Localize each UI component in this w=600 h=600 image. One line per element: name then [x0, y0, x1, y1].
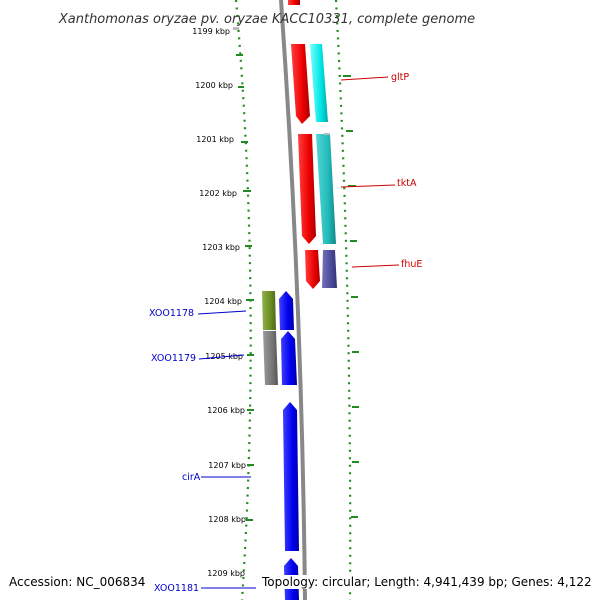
gene-label-fhuE[interactable]: fhuE — [401, 259, 422, 270]
gene-label-tktA[interactable]: tktA — [397, 178, 417, 189]
gene-label-gltP[interactable]: gltP — [391, 72, 409, 83]
cds-feature-gltP — [291, 44, 310, 124]
kbp-tick-label: 1200 kbp — [195, 81, 233, 90]
label-line-fhuE — [351, 264, 400, 268]
cds-feature-XOO1178 — [279, 291, 294, 330]
label-line-XOO1178 — [197, 310, 247, 315]
cds-feature-top — [288, 0, 300, 5]
kbp-tick-label: 1207 kbp — [208, 461, 246, 470]
kbp-tick-label: 1203 kbp — [202, 243, 240, 252]
gene-label-XOO1178[interactable]: XOO1178 — [149, 308, 194, 319]
cds-feature-tktA — [298, 134, 316, 244]
kbp-tick-labels: 1199 kbp 1200 kbp 1201 kbp 1202 kbp 1203 kbp… — [192, 27, 246, 578]
forward-cds-group — [288, 0, 337, 289]
genome-backbone — [279, 0, 307, 600]
feature-XOO1179-gray — [263, 331, 278, 385]
gene-labels-left: XOO1178 XOO1179 cirA XOO1181 — [149, 308, 256, 594]
cds-feature-cirA — [283, 402, 299, 551]
label-line-tktA — [340, 184, 396, 188]
gene-labels-right: gltP tktA fhuE — [340, 72, 422, 270]
kbp-tick-label: 1201 kbp — [196, 135, 234, 144]
cds-feature-fhuE — [305, 250, 320, 289]
feature-stubs — [233, 27, 330, 135]
label-line-XOO1179 — [198, 354, 245, 360]
feature-XOO1178-olive — [262, 291, 276, 330]
topology-text: Topology: circular; Length: 4,941,439 bp… — [262, 575, 592, 589]
cds-feature-XOO1179 — [281, 331, 297, 385]
rrna-feature-fhuE — [322, 250, 337, 288]
gene-label-XOO1179[interactable]: XOO1179 — [151, 353, 196, 364]
gc-content-track-right — [334, 0, 352, 600]
accession-text: Accession: NC_006834 — [9, 575, 146, 589]
reverse-cds-group — [262, 291, 299, 600]
rrna-feature-tktA — [316, 134, 336, 244]
kbp-tick-label: 1209 kbp — [207, 569, 245, 578]
map-title: Xanthomonas oryzae pv. oryzae KACC10331,… — [58, 12, 475, 27]
kbp-tick-label: 1202 kbp — [199, 189, 237, 198]
gene-label-cirA[interactable]: cirA — [182, 472, 201, 483]
rrna-feature-gltP — [310, 44, 328, 122]
kbp-tick-label: 1208 kbp — [208, 515, 246, 524]
kbp-tick-label: 1204 kbp — [204, 297, 242, 306]
kbp-tick-label: 1206 kbp — [207, 406, 245, 415]
kbp-tick-label: 1199 kbp — [192, 27, 230, 36]
gene-label-XOO1181[interactable]: XOO1181 — [154, 583, 199, 594]
label-line-gltP — [340, 76, 389, 81]
